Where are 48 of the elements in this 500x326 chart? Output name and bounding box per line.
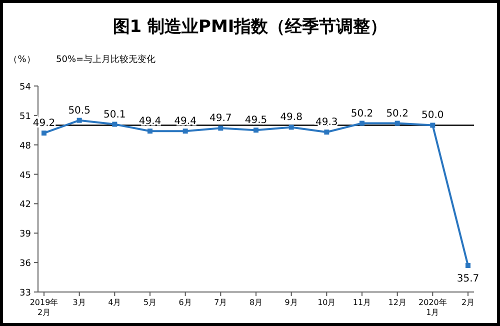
- point: [218, 126, 224, 131]
- point: [254, 128, 258, 133]
- x-tick-label: 2月: [461, 298, 475, 307]
- point: [112, 122, 118, 127]
- data-label: 49.4: [138, 116, 162, 128]
- data-label: 50.2: [350, 108, 374, 120]
- y-axis-title: （%）: [8, 55, 36, 65]
- point: [360, 120, 364, 126]
- y-tick-label: 33: [20, 288, 31, 298]
- data-label: 50.1: [104, 109, 126, 120]
- x-tick-label: 6月: [178, 298, 192, 307]
- data-label: 50.5: [68, 105, 90, 116]
- x-tick-label: 8月: [249, 298, 263, 307]
- y-tick-label: 39: [20, 230, 32, 240]
- point: [430, 122, 436, 128]
- y-tick-label: 42: [20, 200, 31, 210]
- x-tick-label: 5月: [143, 298, 157, 307]
- point: [288, 124, 294, 130]
- point: [182, 128, 188, 134]
- x-tick-label: 3月: [72, 298, 86, 307]
- x-tick-label: 4月: [108, 298, 122, 307]
- y-tick-label: 45: [20, 170, 31, 181]
- point: [148, 128, 152, 134]
- x-tick-label: 2019年 2月: [30, 298, 58, 317]
- y-tick-label: 54: [20, 82, 32, 92]
- x-tick-label: 9月: [284, 298, 298, 307]
- x-tick-label: 2020年 1月: [418, 298, 447, 317]
- point: [394, 120, 400, 126]
- data-label: 49.7: [210, 113, 232, 124]
- x-tick-label: 10月: [318, 298, 336, 307]
- chart-title: 图1 制造业PMI指数（经季节调整）: [112, 17, 388, 37]
- y-tick-label: 48: [20, 141, 32, 152]
- point: [324, 130, 330, 135]
- x-tick-label: 7月: [214, 298, 228, 307]
- data-label: 49.8: [280, 112, 302, 124]
- data-label: 49.4: [174, 116, 196, 128]
- y-tick-label: 36: [20, 259, 32, 270]
- point: [42, 130, 46, 136]
- text: 50%=与上月比较无变化: [56, 54, 156, 65]
- data-label: 49.5: [244, 115, 268, 126]
- x-tick-label: 12月: [388, 298, 406, 307]
- data-label: 50.2: [386, 108, 408, 120]
- x-tick-label: 11月: [352, 298, 372, 307]
- data-label: 50.0: [422, 110, 444, 122]
- point: [76, 118, 82, 123]
- data-label: 35.7: [456, 274, 480, 285]
- point: [466, 263, 470, 268]
- y-tick-label: 51: [20, 112, 31, 122]
